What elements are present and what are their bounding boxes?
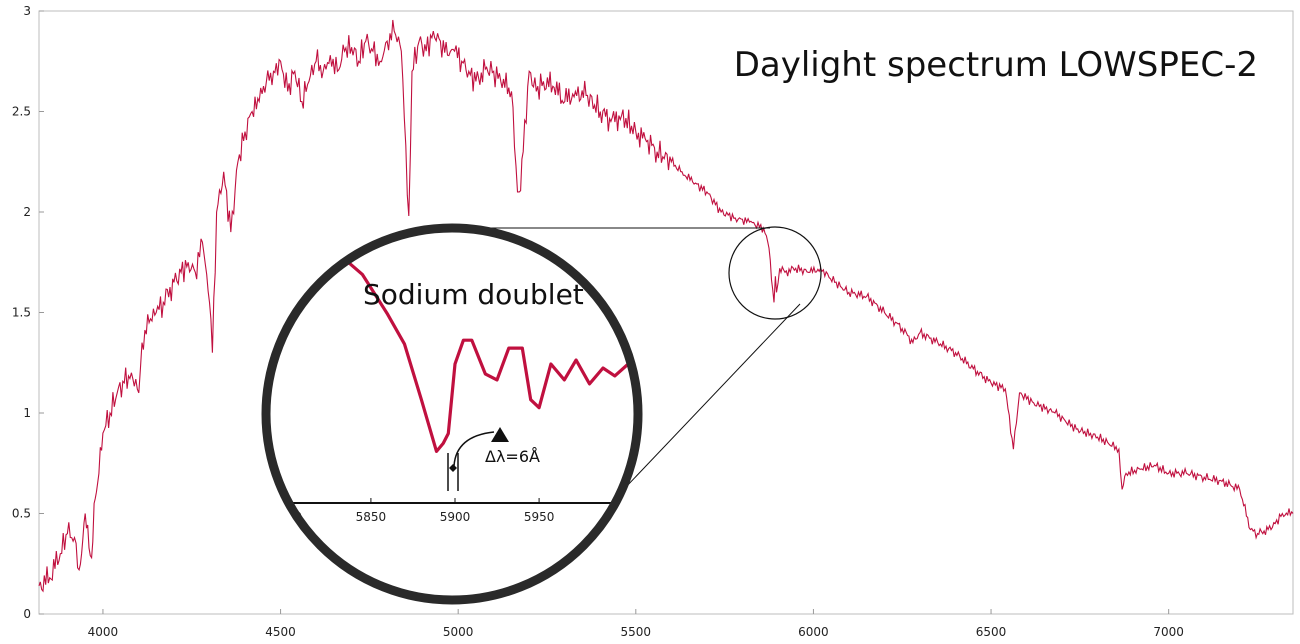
y-tick-label: 0.5: [12, 507, 31, 521]
y-tick-label: 2.5: [12, 105, 31, 119]
y-tick-label: 0: [23, 607, 31, 621]
doublet-arrow-head: [491, 427, 509, 442]
inset-background: [268, 230, 636, 598]
y-tick-label: 2: [23, 205, 31, 219]
x-tick-label: 4500: [265, 625, 296, 639]
spectrum-series-line: [38, 19, 1294, 593]
x-tick-label: 7000: [1153, 625, 1184, 639]
inset-title: Sodium doublet: [363, 278, 584, 311]
x-tick-label: 4000: [88, 625, 119, 639]
zoom-region-circle: [728, 226, 822, 320]
doublet-arrow-curve: [453, 431, 495, 467]
delta-lambda-label: Δλ=6Å: [485, 447, 540, 466]
x-tick-label: 6500: [976, 625, 1007, 639]
inset-x-tick-label: 5900: [440, 510, 471, 524]
inset-series-line: [268, 244, 636, 453]
inset-x-tick-label: 5850: [356, 510, 387, 524]
y-axis: 0 0.5 1 1.5 2 2.5 3: [12, 4, 44, 621]
x-axis: 4000 4500 5000 5500 6000 6500 7000: [88, 609, 1184, 639]
plot-frame: [38, 10, 1294, 615]
y-tick-label: 3: [23, 4, 31, 18]
x-tick-label: 5000: [443, 625, 474, 639]
y-tick-label: 1: [23, 406, 31, 420]
zoom-connector-bottom: [605, 303, 801, 509]
inset-x-tick-label: 5950: [524, 510, 555, 524]
y-tick-label: 1.5: [12, 306, 31, 320]
x-tick-label: 6000: [798, 625, 829, 639]
doublet-marker-diamond: [449, 464, 457, 472]
chart-title: Daylight spectrum LOWSPEC-2: [734, 45, 1258, 85]
doublet-marker: [447, 427, 509, 491]
x-tick-label: 5500: [621, 625, 652, 639]
inset-frame: [261, 223, 643, 605]
